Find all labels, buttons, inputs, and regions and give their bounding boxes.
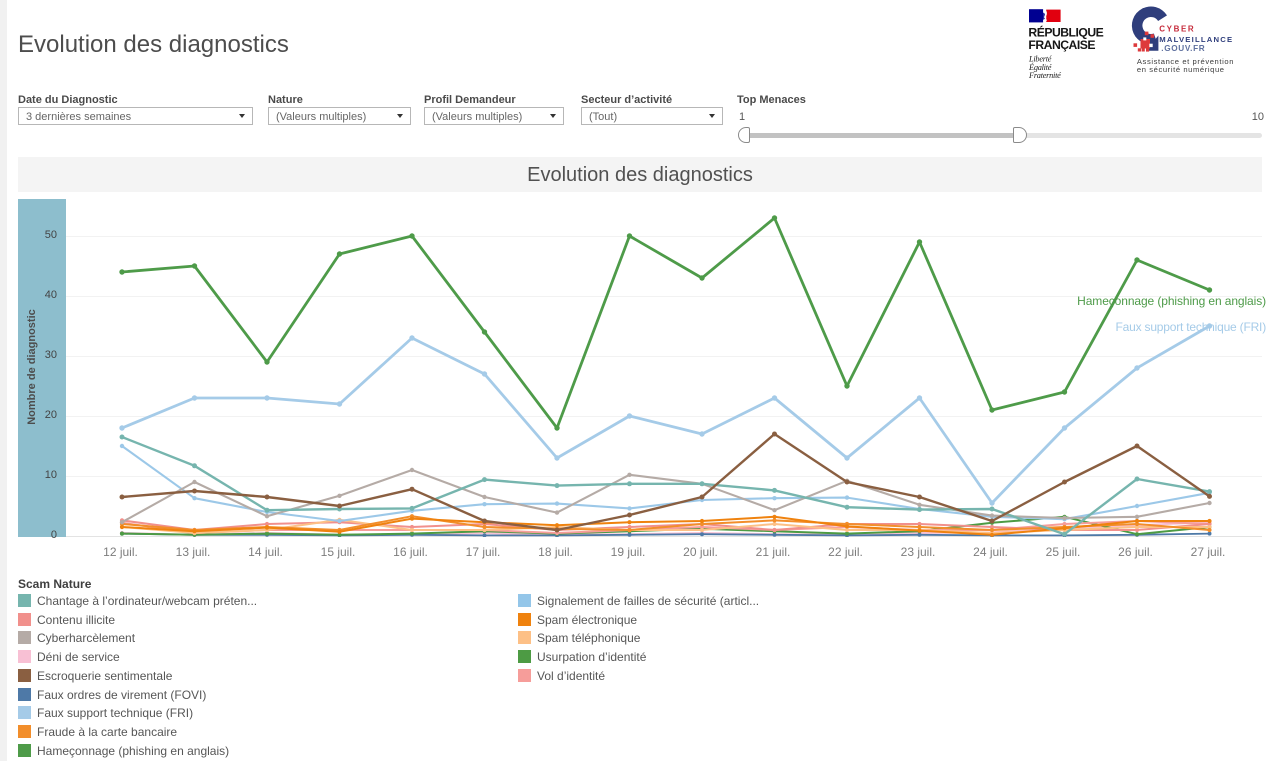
svg-text:Liberté: Liberté xyxy=(1028,55,1052,64)
svg-text:MALVEILLANCE: MALVEILLANCE xyxy=(1159,35,1233,44)
svg-text:Égalité: Égalité xyxy=(1028,62,1052,72)
svg-text:Fraternité: Fraternité xyxy=(1028,71,1061,80)
svg-text:RÉPUBLIQUE: RÉPUBLIQUE xyxy=(1028,25,1103,40)
svg-text:FRANÇAISE: FRANÇAISE xyxy=(1028,38,1095,52)
svg-text:Assistance et prévention: Assistance et prévention xyxy=(1137,57,1234,66)
svg-text:.GOUV.FR: .GOUV.FR xyxy=(1161,44,1205,53)
svg-text:CYBER: CYBER xyxy=(1159,25,1195,34)
svg-text:en sécurité numérique: en sécurité numérique xyxy=(1137,65,1225,74)
